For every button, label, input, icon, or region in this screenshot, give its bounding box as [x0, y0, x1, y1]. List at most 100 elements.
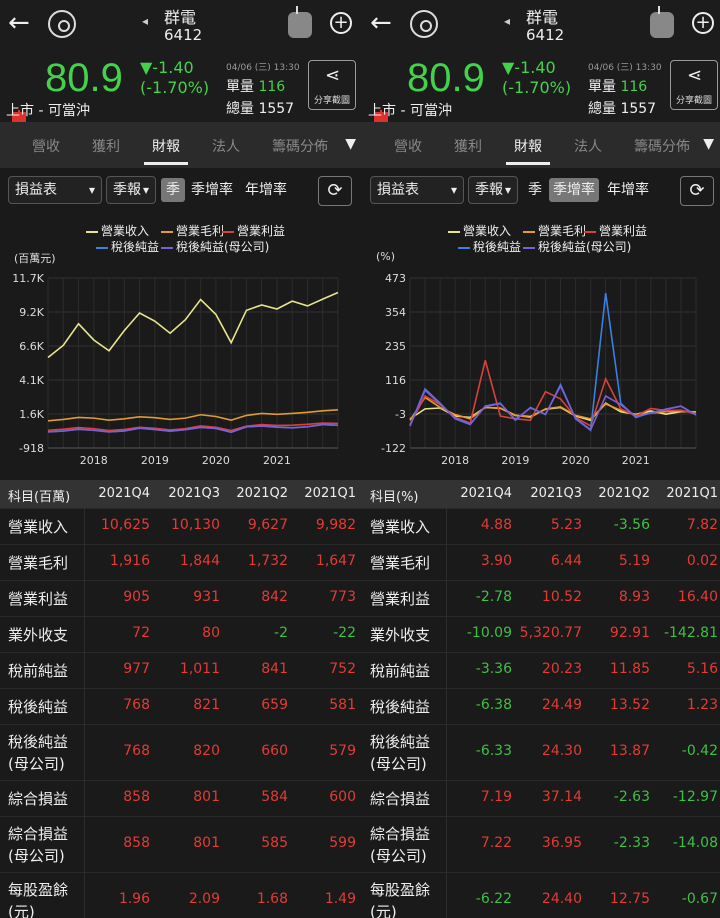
add-icon[interactable]: + — [330, 12, 352, 34]
share-screenshot-button[interactable]: ⋖ 分享截圖 — [670, 60, 718, 110]
cell-value: 80 — [202, 625, 220, 641]
legend-item: 營業利益 — [222, 222, 285, 239]
seg-yoy[interactable]: 年增率 — [607, 182, 649, 198]
seg-quarter[interactable]: 季 — [161, 178, 185, 202]
legend-item: 營業收入 — [448, 222, 511, 239]
series-line-3 — [409, 293, 697, 432]
cell-value: 1,844 — [179, 553, 220, 569]
price: 80.9 — [45, 56, 123, 100]
back-arrow-icon[interactable]: ← — [8, 8, 30, 38]
header-period: 2021Q4 — [460, 486, 512, 501]
rotate-icon[interactable]: ⟳ — [318, 176, 352, 206]
tab-2[interactable]: 財報 — [506, 136, 550, 165]
seg-qoq[interactable]: 季增率 — [191, 182, 233, 198]
add-icon[interactable]: + — [692, 12, 714, 34]
top-bar: ← ◂ 群電 6412 + — [362, 0, 720, 50]
series-line-0 — [47, 291, 339, 359]
cell-value: 773 — [329, 589, 356, 605]
single-volume: 單量 116 — [226, 76, 285, 96]
seg-qoq[interactable]: 季增率 — [549, 178, 599, 202]
cell-value: 24.49 — [541, 697, 582, 713]
cell-value: -2 — [274, 625, 288, 641]
header-period: 2021Q3 — [530, 486, 582, 501]
legend-label: 稅後純益(母公司) — [538, 240, 632, 254]
cell-value: 10,625 — [101, 517, 150, 533]
x-tick: 2019 — [501, 454, 529, 467]
radar-icon[interactable] — [410, 10, 438, 38]
tab-3[interactable]: 法人 — [574, 139, 602, 155]
y-tick: 235 — [385, 340, 406, 353]
cell-value: -3.56 — [613, 517, 650, 533]
row-label: 綜合損益 (母公司) — [8, 825, 69, 865]
period-select[interactable]: 季報 — [468, 176, 518, 204]
chart-unit: (%) — [376, 250, 396, 263]
bell-icon[interactable] — [288, 6, 312, 38]
tab-2[interactable]: 財報 — [144, 136, 188, 165]
seg-yoy[interactable]: 年增率 — [245, 182, 287, 198]
cell-value: 585 — [261, 835, 288, 851]
back-arrow-icon[interactable]: ← — [370, 8, 392, 38]
prev-stock-icon[interactable]: ◂ — [504, 14, 511, 28]
row-label: 綜合損益 — [8, 790, 69, 808]
share-screenshot-button[interactable]: ⋖ 分享截圖 — [308, 60, 356, 110]
radar-icon[interactable] — [48, 10, 76, 38]
cell-value: 13.52 — [609, 697, 650, 713]
cell-value: 581 — [329, 697, 356, 713]
rotate-icon[interactable]: ⟳ — [680, 176, 714, 206]
cell-value: 858 — [123, 835, 150, 851]
chart-area: 營業收入 營業毛利 營業利益 稅後純益 稅後純益(母公司) (百萬元) 11.7K 9.2K 6… — [0, 210, 362, 472]
x-tick: 2020 — [202, 454, 230, 467]
market-label: 上市 - 可當沖 — [6, 103, 90, 119]
cell-value: 10,130 — [171, 517, 220, 533]
row-label: 營業利益 — [8, 590, 69, 608]
tab-1[interactable]: 獲利 — [92, 139, 120, 155]
cell-value: 841 — [261, 661, 288, 677]
prev-stock-icon[interactable]: ◂ — [142, 14, 149, 28]
single-volume-value: 116 — [258, 79, 286, 95]
statement-select[interactable]: 損益表 — [8, 176, 102, 204]
price-change-pct: (-1.70%) — [140, 78, 210, 97]
tab-0[interactable]: 營收 — [32, 139, 60, 155]
total-volume: 總量 1557 — [588, 101, 657, 117]
row-label: 每股盈餘 (元) — [370, 881, 431, 918]
series-line-4 — [409, 384, 697, 431]
legend-item: 稅後純益(母公司) — [161, 238, 269, 255]
cell-value: 7.82 — [686, 517, 718, 533]
tab-3[interactable]: 法人 — [212, 139, 240, 155]
legend-label: 營業收入 — [101, 224, 150, 238]
bell-icon[interactable] — [650, 6, 674, 38]
statement-select[interactable]: 損益表 — [370, 176, 464, 204]
legend-label: 稅後純益 — [111, 240, 160, 254]
legend-label: 營業毛利 — [538, 224, 587, 238]
tab-0[interactable]: 營收 — [394, 139, 422, 155]
header-period: 2021Q2 — [598, 486, 650, 501]
cell-value: 659 — [261, 697, 288, 713]
cell-value: 7.22 — [480, 835, 512, 851]
x-tick: 2018 — [80, 454, 108, 467]
tab-more-icon[interactable]: ▼ — [703, 136, 714, 152]
cell-value: 6.44 — [550, 553, 582, 569]
chart-svg: 11.7K 9.2K 6.6K 4.1K 1.6K -918 2018 2019 2020 202… — [12, 272, 339, 467]
legend-swatch — [458, 246, 470, 249]
legend-item: 營業毛利 — [523, 222, 586, 239]
table-row: 營業收入 10,625 10,130 9,627 9,982 — [0, 508, 362, 544]
market-label: 上市 - 可當沖 — [368, 103, 452, 119]
period-select[interactable]: 季報 — [106, 176, 156, 204]
tab-4[interactable]: 籌碼分佈 — [272, 139, 328, 155]
tab-1[interactable]: 獲利 — [454, 139, 482, 155]
tab-bar: 營收 獲利 財報 法人 籌碼分佈 ▼ — [362, 122, 720, 168]
single-volume-label: 單量 — [588, 79, 621, 95]
tab-more-icon[interactable]: ▼ — [345, 136, 356, 152]
quote-area: 80.9 ▼-1.40 (-1.70%) 04/06 (三) 13:30 單量 116 總… — [362, 50, 720, 134]
share-icon: ⋖ — [325, 65, 341, 86]
seg-quarter[interactable]: 季 — [528, 182, 542, 198]
row-label: 綜合損益 — [370, 790, 431, 808]
candle-body-icon — [374, 112, 388, 124]
cell-value: 1.23 — [686, 697, 718, 713]
tab-4[interactable]: 籌碼分佈 — [634, 139, 690, 155]
data-table: 科目(%) 2021Q4 2021Q3 2021Q2 2021Q1 營業收入 4.88 5.2… — [362, 480, 720, 918]
legend-item: 稅後純益 — [96, 238, 159, 255]
cell-value: 752 — [329, 661, 356, 677]
chart-unit: (百萬元) — [14, 252, 56, 265]
cell-value: 1.96 — [118, 891, 150, 907]
